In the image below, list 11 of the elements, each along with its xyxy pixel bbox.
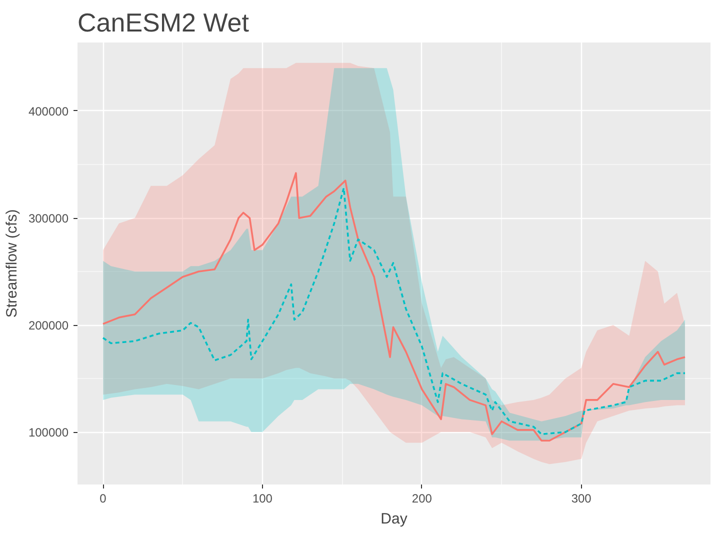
- chart-title: CanESM2 Wet: [78, 8, 250, 38]
- y-tick-label: 200000: [28, 318, 69, 333]
- x-tick-label: 100: [252, 492, 273, 506]
- x-tick-label: 200: [412, 492, 432, 506]
- y-tick-label: 300000: [28, 212, 69, 226]
- x-tick-label: 300: [571, 492, 592, 506]
- x-axis-title: Day: [380, 510, 408, 528]
- y-axis-title: Streamflow (cfs): [3, 209, 20, 318]
- y-tick-label: 100000: [28, 426, 69, 440]
- x-tick-label: 0: [100, 492, 107, 506]
- y-tick-label: 400000: [28, 104, 69, 118]
